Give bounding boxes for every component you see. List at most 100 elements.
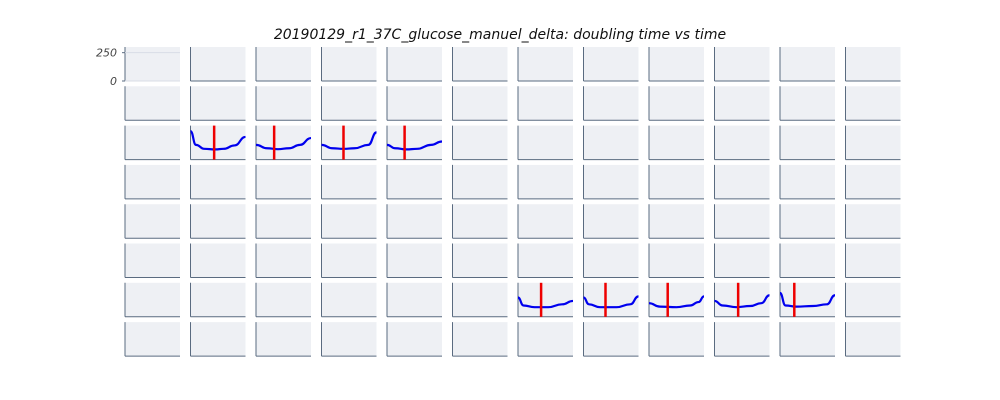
- subplot-background: [714, 47, 770, 81]
- subplot-r0-c5: [452, 47, 508, 82]
- subplot-r0-c4: [386, 47, 442, 82]
- subplot-background: [190, 164, 246, 199]
- subplot-r0-c1: [190, 47, 246, 82]
- subplot-background: [256, 125, 311, 160]
- subplot-background: [387, 282, 442, 317]
- subplot-background: [387, 86, 442, 121]
- subplot-background: [125, 243, 180, 278]
- subplot-r2-c9: [714, 125, 770, 161]
- subplot-background: [256, 164, 311, 199]
- subplot-background: [452, 282, 508, 317]
- subplot-r7-c4: [386, 322, 442, 357]
- subplot-r0-c0: 250 0: [96, 47, 180, 88]
- subplot-r3-c3: [321, 164, 377, 200]
- subplot-r4-c3: [321, 204, 377, 239]
- subplot-background: [190, 86, 246, 121]
- subplot-r6-c8: [648, 282, 705, 318]
- subplot-r7-c10: [779, 322, 835, 357]
- subplot-background: [845, 86, 901, 121]
- subplot-r2-c0: [124, 125, 180, 161]
- subplot-background: [190, 204, 246, 239]
- subplot-r7-c8: [648, 322, 704, 357]
- subplot-background: [780, 47, 835, 81]
- subplot-r3-c7: [583, 164, 639, 200]
- subplot-background: [256, 322, 311, 357]
- subplot-background: [387, 204, 442, 239]
- subplot-background: [583, 47, 639, 81]
- subplot-r1-c11: [845, 86, 901, 121]
- subplot-r4-c4: [386, 204, 442, 239]
- subplot-background: [125, 86, 180, 121]
- subplot-r5-c3: [321, 243, 377, 278]
- subplot-background: [714, 282, 770, 317]
- subplot-background: [321, 204, 377, 239]
- subplot-r1-c2: [255, 86, 311, 121]
- small-multiples-grid: 250 0: [96, 47, 901, 357]
- subplot-background: [649, 322, 704, 357]
- subplot-r0-c9: [714, 47, 770, 82]
- subplot-r6-c2: [255, 282, 311, 318]
- subplot-r6-c7: [583, 282, 639, 318]
- subplot-r0-c8: [648, 47, 704, 82]
- subplot-r7-c1: [190, 322, 246, 357]
- subplot-r2-c2: [255, 125, 312, 161]
- subplot-r4-c1: [190, 204, 246, 239]
- subplot-r5-c0: [124, 243, 180, 278]
- subplot-r0-c2: [255, 47, 311, 82]
- subplot-r3-c2: [255, 164, 311, 200]
- subplot-r1-c6: [517, 86, 573, 121]
- subplot-r5-c1: [190, 243, 246, 278]
- subplot-r6-c3: [321, 282, 377, 318]
- subplot-background: [190, 243, 246, 278]
- subplot-r3-c1: [190, 164, 246, 200]
- subplot-background: [125, 282, 180, 317]
- subplot-r2-c11: [845, 125, 901, 161]
- subplot-r4-c8: [648, 204, 704, 239]
- subplot-r5-c4: [386, 243, 442, 278]
- subplot-background: [387, 243, 442, 278]
- subplot-background: [780, 86, 835, 121]
- subplot-background: [714, 322, 770, 357]
- subplot-background: [518, 125, 573, 160]
- subplot-background: [452, 125, 508, 160]
- subplot-r5-c9: [714, 243, 770, 278]
- doubling-time-curve: [714, 294, 770, 309]
- subplot-r3-c0: [124, 164, 180, 200]
- subplot-background: [256, 243, 311, 278]
- subplot-r0-c6: [517, 47, 573, 82]
- chart-title: 20190129_r1_37C_glucose_manuel_delta: do…: [274, 27, 726, 43]
- subplot-r2-c3: [321, 125, 377, 161]
- subplot-r1-c5: [452, 86, 508, 121]
- subplot-background: [321, 125, 377, 160]
- subplot-r2-c7: [583, 125, 639, 161]
- subplot-background: [518, 47, 573, 81]
- subplot-background: [780, 204, 835, 239]
- subplot-background: [321, 322, 377, 357]
- subplot-background: [518, 204, 573, 239]
- subplot-r5-c2: [255, 243, 311, 278]
- subplot-r4-c5: [452, 204, 508, 239]
- subplot-background: [387, 164, 442, 199]
- subplot-r7-c7: [583, 322, 639, 357]
- subplot-background: [845, 322, 901, 357]
- doubling-time-curve: [648, 295, 705, 309]
- subplot-background: [256, 47, 311, 81]
- subplot-background: [321, 164, 377, 199]
- subplot-r1-c9: [714, 86, 770, 121]
- subplot-r6-c6: [517, 282, 574, 318]
- subplot-r2-c1: [189, 125, 246, 161]
- subplot-r1-c7: [583, 86, 639, 121]
- subplot-r4-c7: [583, 204, 639, 239]
- subplot-r7-c2: [255, 322, 311, 357]
- subplot-background: [649, 86, 704, 121]
- subplot-background: [518, 282, 573, 317]
- subplot-background: [452, 164, 508, 199]
- subplot-background: [780, 164, 835, 199]
- subplot-background: [583, 86, 639, 121]
- subplot-background: [256, 282, 311, 317]
- subplot-background: [714, 243, 770, 278]
- subplot-background: [125, 164, 180, 199]
- subplot-background: [321, 86, 377, 121]
- subplot-r7-c0: [124, 322, 180, 357]
- subplot-r3-c11: [845, 164, 901, 200]
